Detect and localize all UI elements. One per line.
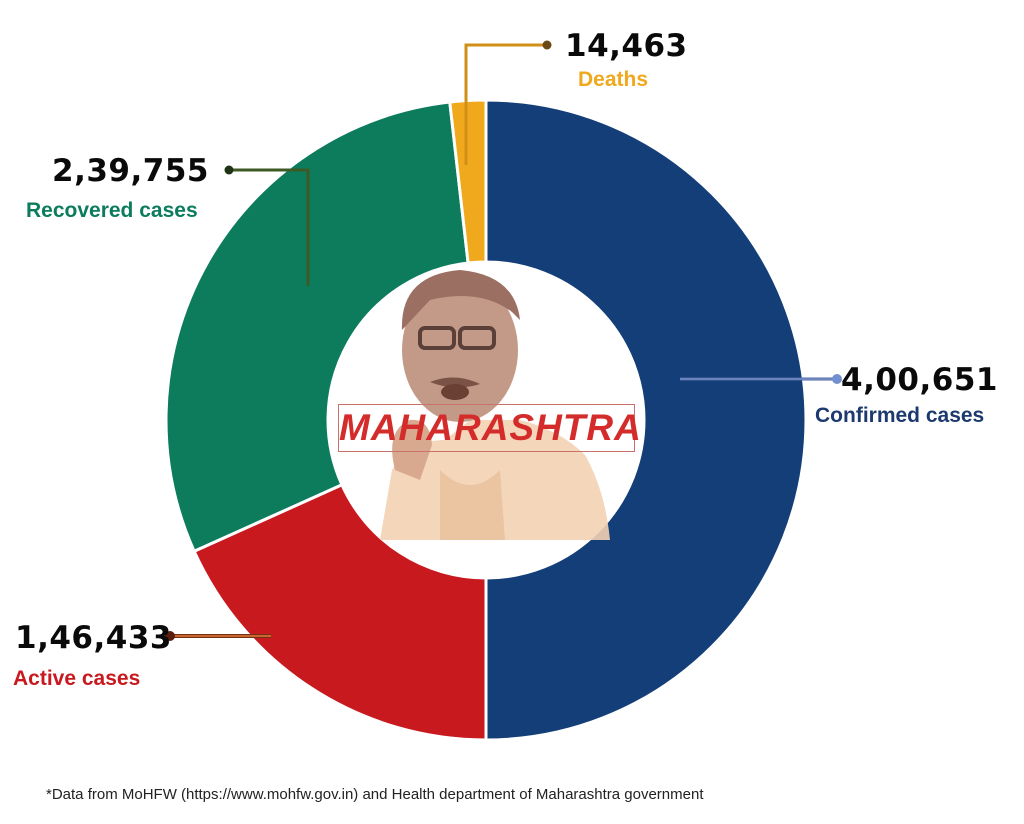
donut-segments (164, 98, 808, 742)
active-label: Active cases (13, 667, 141, 690)
recovered-label: Recovered cases (26, 199, 198, 222)
segment-deaths (448, 98, 488, 265)
chart-center-title: MAHARASHTRA (338, 404, 641, 452)
segment-active (192, 482, 488, 742)
recovered-value: 2,39,755 (52, 153, 209, 189)
segment-confirmed (484, 98, 808, 742)
source-footnote: *Data from MoHFW (https://www.mohfw.gov.… (46, 786, 704, 803)
active-value: 1,46,433 (15, 620, 172, 656)
deaths-label: Deaths (578, 68, 649, 91)
segment-recovered (164, 100, 470, 554)
confirmed-label: Confirmed cases (815, 404, 985, 427)
deaths-value: 14,463 (565, 28, 688, 64)
portrait-illustration (380, 270, 610, 540)
confirmed-value: 4,00,651 (841, 362, 998, 398)
leader-lines (165, 40, 842, 641)
